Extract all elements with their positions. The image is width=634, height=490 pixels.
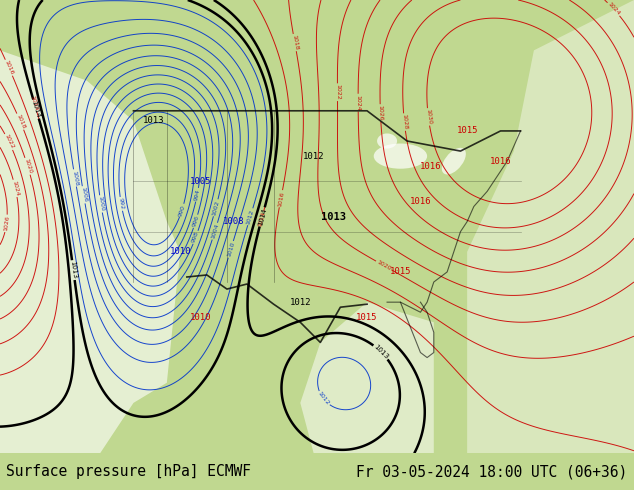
Text: 994: 994 — [193, 189, 201, 201]
Text: 1030: 1030 — [425, 109, 432, 125]
Text: 1020: 1020 — [23, 158, 32, 174]
Text: Surface pressure [hPa] ECMWF: Surface pressure [hPa] ECMWF — [6, 464, 251, 479]
Text: 1012: 1012 — [317, 391, 330, 406]
Polygon shape — [467, 0, 634, 453]
Polygon shape — [301, 302, 434, 453]
Text: 1013: 1013 — [321, 212, 346, 221]
Ellipse shape — [377, 133, 397, 148]
Ellipse shape — [373, 144, 427, 169]
Text: 1008: 1008 — [71, 170, 79, 186]
Text: 1024: 1024 — [11, 180, 20, 196]
Text: 1016: 1016 — [3, 60, 15, 76]
Text: 990: 990 — [178, 204, 186, 217]
Text: 1022: 1022 — [335, 84, 340, 100]
Text: 1013: 1013 — [373, 343, 389, 361]
Text: 1006: 1006 — [80, 187, 87, 203]
Text: 1016: 1016 — [410, 197, 431, 206]
Text: 1010: 1010 — [226, 241, 235, 257]
Text: 1004: 1004 — [210, 223, 219, 240]
Text: 1016: 1016 — [490, 157, 511, 166]
Text: 1024: 1024 — [356, 95, 361, 110]
Text: 1022: 1022 — [3, 134, 15, 150]
Text: 1008: 1008 — [223, 217, 244, 226]
Text: 1012: 1012 — [245, 209, 255, 225]
Text: 1020: 1020 — [376, 259, 392, 271]
Text: 1015: 1015 — [456, 126, 478, 135]
Text: Fr 03-05-2024 18:00 UTC (06+36): Fr 03-05-2024 18:00 UTC (06+36) — [356, 464, 628, 479]
Ellipse shape — [442, 148, 466, 174]
Text: 1028: 1028 — [401, 114, 408, 130]
Text: 1014: 1014 — [30, 95, 39, 111]
Text: 1016: 1016 — [420, 162, 441, 171]
Text: 1013: 1013 — [143, 116, 164, 125]
Text: 998: 998 — [191, 231, 200, 244]
Polygon shape — [0, 50, 180, 453]
Text: 1010: 1010 — [190, 313, 211, 322]
Text: 1026: 1026 — [378, 105, 384, 121]
Text: 1018: 1018 — [291, 34, 299, 50]
Text: 1005: 1005 — [190, 177, 211, 186]
Text: 1000: 1000 — [97, 196, 105, 212]
Text: 1002: 1002 — [211, 199, 220, 216]
Text: 1014: 1014 — [30, 99, 41, 119]
Text: 1015: 1015 — [356, 313, 378, 322]
Text: 1012: 1012 — [303, 151, 325, 161]
Text: 1015: 1015 — [390, 268, 411, 276]
Text: 992: 992 — [118, 197, 125, 210]
Text: 1014: 1014 — [257, 211, 266, 228]
Text: 1014: 1014 — [257, 207, 268, 226]
Text: 1018: 1018 — [15, 114, 25, 130]
Text: 1010: 1010 — [169, 247, 191, 256]
Text: 1024: 1024 — [607, 1, 621, 17]
Text: 1026: 1026 — [3, 215, 10, 231]
Text: 1012: 1012 — [290, 297, 311, 307]
Text: 996: 996 — [191, 215, 200, 228]
Text: 1013: 1013 — [69, 261, 77, 279]
Text: 1016: 1016 — [277, 191, 285, 207]
